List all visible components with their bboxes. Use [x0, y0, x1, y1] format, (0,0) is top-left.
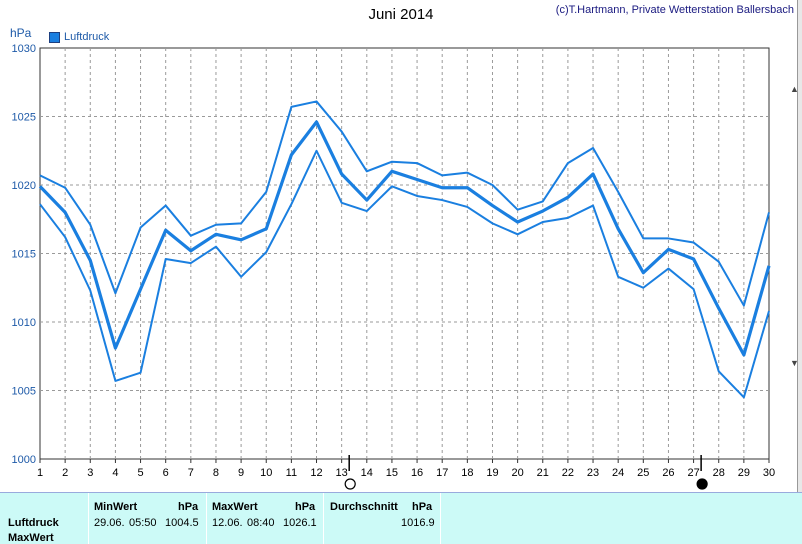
avg-header: Durchschnitt	[330, 501, 398, 513]
avg-unit: hPa	[412, 501, 433, 513]
x-tick-label: 20	[511, 467, 523, 479]
x-tick-label: 2	[62, 467, 68, 479]
full-moon-icon	[344, 478, 356, 490]
y-tick-label: 1015	[12, 249, 36, 261]
x-tick-label: 30	[763, 467, 775, 479]
x-tick-label: 29	[738, 467, 750, 479]
min-header: MinWert	[94, 501, 138, 513]
series-line-max	[39, 100, 770, 307]
min-value: 1004.5	[165, 517, 199, 529]
x-tick-label: 22	[562, 467, 574, 479]
series-line-mean	[38, 120, 771, 357]
max-value: 1026.1	[283, 517, 317, 529]
series-lines	[38, 100, 771, 399]
x-tick-label: 14	[361, 467, 373, 479]
series-line-min	[39, 149, 770, 399]
x-tick-label: 18	[461, 467, 473, 479]
y-tick-label: 1020	[12, 180, 36, 192]
y-tick-label: 1005	[12, 386, 36, 398]
x-tick-label: 13	[336, 467, 348, 479]
x-tick-label: 8	[213, 467, 219, 479]
max-header: MaxWert	[212, 501, 258, 513]
row-label-luftdruck: Luftdruck	[8, 517, 59, 529]
y-tick-label: 1030	[12, 43, 36, 55]
max-unit: hPa	[295, 501, 316, 513]
legend-label: Luftdruck	[64, 31, 110, 43]
scrollbar[interactable]	[797, 0, 802, 492]
x-tick-label: 25	[637, 467, 649, 479]
x-tick-label: 26	[662, 467, 674, 479]
max-date: 12.06.	[212, 517, 243, 529]
y-tick-label: 1000	[12, 454, 36, 466]
x-tick-label: 5	[137, 467, 143, 479]
x-tick-label: 17	[436, 467, 448, 479]
x-tick-label: 16	[411, 467, 423, 479]
statistics-panel: Luftdruck MaxWert MinWert hPa 29.06. 05:…	[0, 492, 802, 544]
x-axis: 1 2 3 4 5 6 7 8 9 10 11 12 13 14 15 16 17 18 19 20 21 22 23 24 2…	[37, 459, 775, 479]
avg-value: 1016.9	[401, 517, 435, 529]
x-tick-label: 27	[687, 467, 699, 479]
legend: Luftdruck	[49, 31, 109, 43]
y-axis-unit: hPa	[10, 26, 32, 40]
x-tick-label: 9	[238, 467, 244, 479]
scroll-up-icon[interactable]: ▲	[790, 84, 799, 94]
moon-markers	[344, 455, 708, 490]
x-tick-label: 10	[260, 467, 272, 479]
grid-lines	[40, 48, 769, 459]
min-time: 05:50	[129, 517, 157, 529]
row-label-maxwert: MaxWert	[8, 532, 54, 544]
x-tick-label: 19	[486, 467, 498, 479]
x-tick-label: 23	[587, 467, 599, 479]
x-tick-label: 28	[713, 467, 725, 479]
chart-title: Juni 2014	[368, 6, 434, 23]
x-tick-label: 4	[112, 467, 118, 479]
panel-separator	[206, 493, 207, 544]
scroll-down-icon[interactable]: ▼	[790, 358, 799, 368]
x-tick-label: 1	[37, 467, 43, 479]
x-tick-label: 7	[188, 467, 194, 479]
min-date: 29.06.	[94, 517, 125, 529]
panel-separator	[323, 493, 324, 544]
y-tick-label: 1025	[12, 112, 36, 124]
x-tick-label: 6	[163, 467, 169, 479]
y-axis: 1000 1005 1010 1015 1020 1025 1030	[12, 43, 36, 466]
legend-swatch-icon	[49, 31, 60, 43]
min-unit: hPa	[178, 501, 199, 513]
new-moon-icon	[696, 478, 708, 490]
x-tick-label: 21	[537, 467, 549, 479]
panel-separator	[440, 493, 441, 544]
x-tick-label: 24	[612, 467, 624, 479]
x-tick-label: 12	[310, 467, 322, 479]
x-tick-label: 11	[286, 467, 297, 479]
x-tick-label: 3	[87, 467, 93, 479]
panel-separator	[88, 493, 89, 544]
copyright-text: (c)T.Hartmann, Private Wetterstation Bal…	[555, 4, 794, 16]
max-time: 08:40	[247, 517, 275, 529]
x-tick-label: 15	[386, 467, 398, 479]
y-tick-label: 1010	[12, 317, 36, 329]
